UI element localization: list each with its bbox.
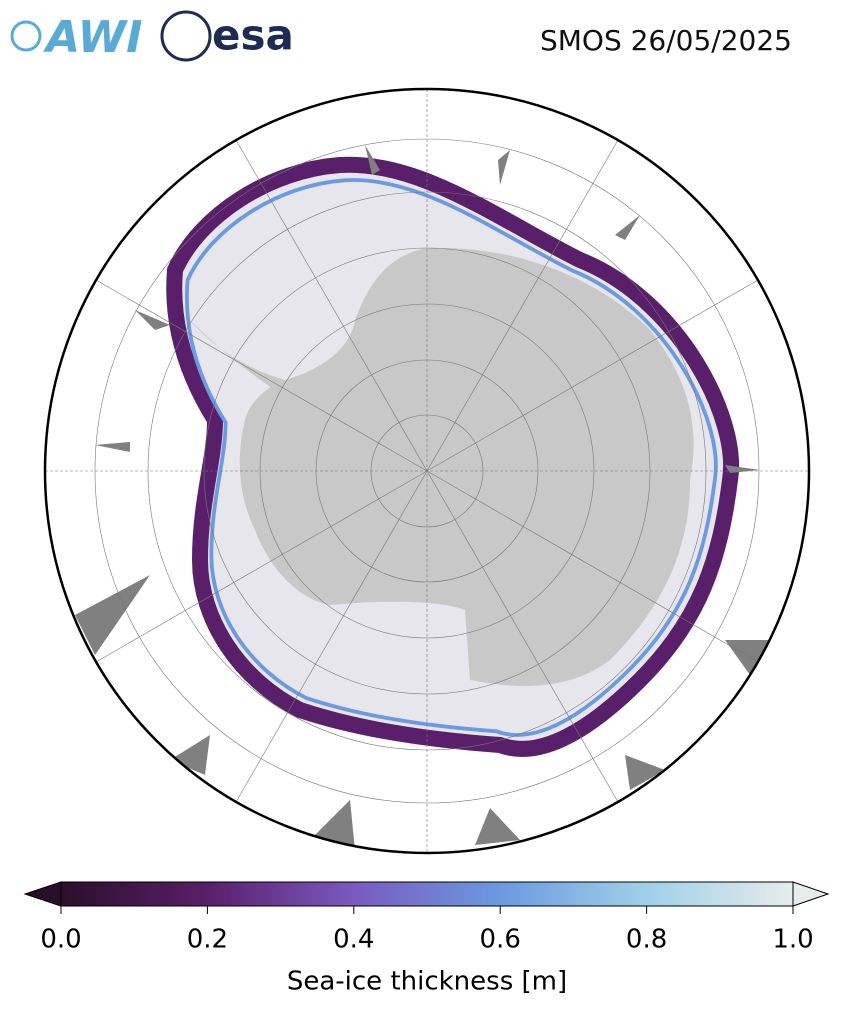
- colorbar-gradient: [60, 881, 794, 907]
- tick-label: 1.0: [772, 925, 813, 955]
- extend-low: [23, 881, 62, 907]
- esa-logo: esa: [212, 11, 294, 60]
- colorbar: Sea-ice thickness [m] 0.0 0.2 0.4 0.6 0.8 1.0: [23, 881, 830, 997]
- map: [45, 89, 809, 853]
- extend-high: [792, 881, 830, 907]
- tick-label: 0.8: [626, 925, 667, 955]
- peninsula: [190, 320, 285, 390]
- tick-label: 0.4: [333, 925, 374, 955]
- colorbar-label: Sea-ice thickness [m]: [287, 967, 567, 997]
- awi-globe: [10, 20, 42, 52]
- antarctica: [239, 247, 694, 686]
- awi-logo: AWI: [43, 12, 143, 63]
- tick-label: 0.2: [187, 925, 228, 955]
- esa-mark: [160, 10, 212, 62]
- tick-label: 0.0: [40, 925, 81, 955]
- logos: AWI esa: [10, 10, 294, 63]
- map-frame: [43, 87, 811, 855]
- title: SMOS 26/05/2025: [540, 24, 792, 57]
- sea-ice-inner: [185, 178, 718, 737]
- tick-label: 0.6: [480, 925, 521, 955]
- graticule: [45, 89, 809, 853]
